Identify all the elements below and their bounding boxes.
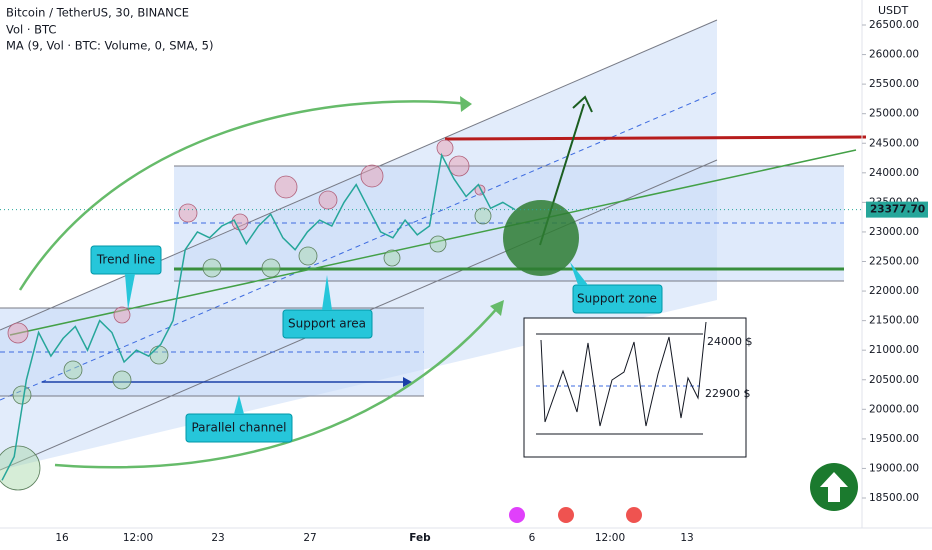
up-icon-arrow [820, 472, 848, 502]
pc-arrow-head [403, 377, 412, 387]
y-tick-label: 19000.00 [869, 462, 919, 474]
y-tick-label: 24500.00 [869, 137, 919, 149]
last-price-label: 23377.70 [870, 204, 925, 216]
y-tick-label: 19500.00 [869, 433, 919, 445]
inset-label-high: 24000 $ [707, 335, 753, 348]
channel-mid [0, 91, 718, 401]
high-circles [7, 139, 486, 344]
event-icon[interactable] [509, 507, 525, 523]
callout-trend-tail [125, 274, 135, 310]
trend-line [9, 149, 857, 336]
channel-top [0, 19, 718, 331]
callout-text: Parallel channel [191, 421, 286, 435]
y-tick-label: 26000.00 [869, 49, 919, 61]
y-tick-label: 25500.00 [869, 78, 919, 90]
y-tick-label: 22500.00 [869, 256, 919, 268]
y-tick-label: 22000.00 [869, 285, 919, 297]
indicator-ma: MA (9, Vol · BTC: Volume, 0, SMA, 5) [6, 39, 213, 53]
callout-text: Support area [288, 317, 366, 331]
y-tick-label: 24000.00 [869, 167, 919, 179]
y-tick-label: 18500.00 [869, 492, 919, 504]
curve-arrow-bottom-head [490, 300, 504, 316]
last-price-tag [866, 201, 928, 218]
x-tick-label: 16 [55, 532, 69, 544]
target-arrow-head [572, 95, 593, 113]
callout-text: Support zone [577, 292, 657, 306]
callout-support-zone-tail [570, 262, 588, 285]
curve-arrow-top-head [460, 96, 472, 112]
inset-zigzag [540, 321, 707, 427]
y-tick-label: 26500.00 [869, 19, 919, 31]
y-tick-label: 25000.00 [869, 108, 919, 120]
y-tick-label: 21000.00 [869, 344, 919, 356]
event-icon[interactable] [626, 507, 642, 523]
y-tick-label: 20500.00 [869, 374, 919, 386]
low-circles [0, 207, 492, 491]
callout-support-zone [572, 284, 663, 314]
plot: 18500.00 19000.00 19500.00 20000.00 20500.00… [0, 19, 928, 544]
x-tick-label: 6 [529, 532, 536, 544]
callout-support-area-tail [322, 275, 332, 310]
y-tick-label: 20000.00 [869, 403, 919, 415]
axis-unit: USDT [878, 4, 909, 17]
x-tick-label: 23 [211, 532, 224, 544]
curve-arrow-bottom [54, 304, 501, 469]
inset-label-mid: 22900 $ [705, 387, 751, 400]
event-icon[interactable] [558, 507, 574, 523]
curve-arrow-top [18, 100, 471, 291]
resistance-line [444, 135, 867, 141]
support-zone-circle [503, 200, 579, 276]
indicator-vol: Vol · BTC [6, 23, 56, 37]
y-tick-label: 23000.00 [869, 226, 919, 238]
price-line [1, 152, 516, 481]
x-tick-label: 13 [680, 532, 693, 544]
x-tick-label: 12:00 [123, 532, 153, 544]
x-tick-label: 27 [303, 532, 316, 544]
x-tick-label: 12:00 [595, 532, 625, 544]
x-tick-label: Feb [409, 532, 431, 544]
symbol-title: Bitcoin / TetherUS, 30, BINANCE [6, 6, 189, 20]
y-tick-label: 21500.00 [869, 315, 919, 327]
callout-text: Trend line [96, 253, 155, 267]
callout-parallel-tail [234, 395, 244, 414]
